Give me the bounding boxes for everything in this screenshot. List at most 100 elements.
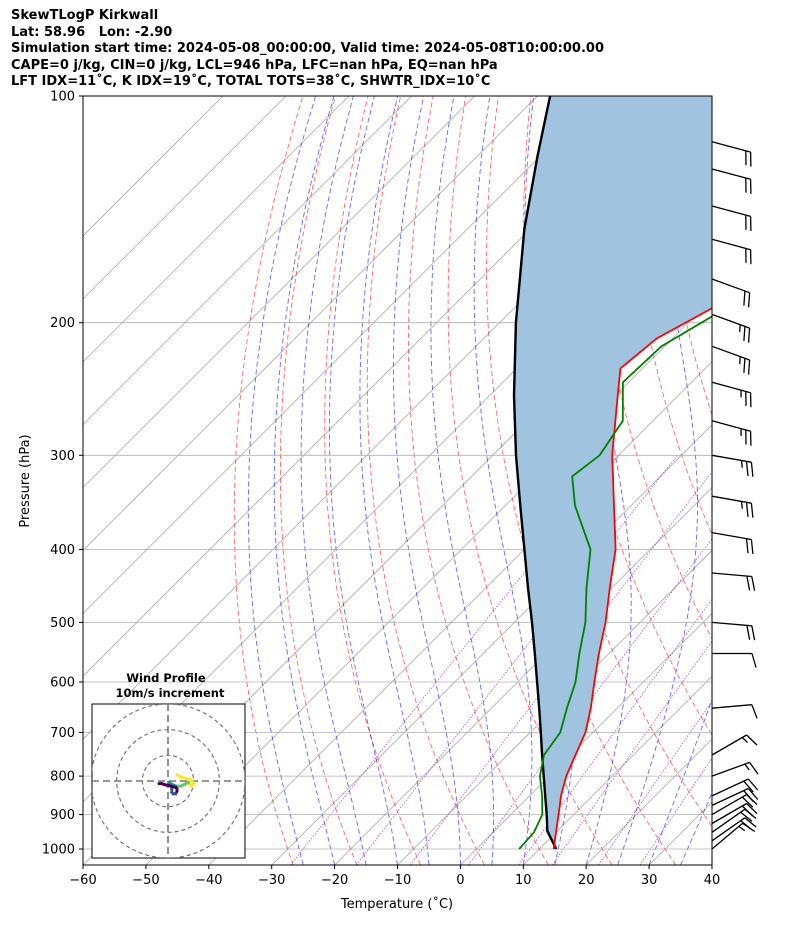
- wind-barb: [711, 787, 759, 806]
- wind-barb: [711, 205, 752, 232]
- mixing-ratio-line: [468, 538, 712, 865]
- isotherm-line: [83, 96, 538, 552]
- barb-flag: [747, 292, 751, 308]
- barb-staff: [711, 141, 751, 153]
- barb-staff: [711, 205, 751, 218]
- moist-adiabat-line: [359, 96, 430, 865]
- wind-barb: [711, 817, 757, 842]
- wind-barb: [711, 761, 759, 777]
- profile-series: [512, 96, 712, 850]
- dry-adiabat-line: [407, 96, 549, 865]
- moist-adiabat-line: [711, 863, 712, 865]
- x-tick-label: −30: [258, 873, 285, 888]
- barb-staff: [711, 621, 752, 627]
- wind-barbs: [711, 141, 759, 850]
- barb-flag: [746, 575, 751, 591]
- parcel-area-fill: [514, 96, 712, 849]
- isotherm-line: [460, 612, 712, 865]
- barb-flag: [743, 326, 746, 341]
- x-axis-label: Temperature (˚C): [340, 896, 453, 912]
- mixing-ratio-line: [410, 471, 712, 865]
- wind-profile-inset: Wind Profile 10m/s increment: [91, 671, 246, 859]
- barb-staff: [711, 808, 746, 833]
- barb-half-flag: [741, 737, 748, 743]
- isotherm-line: [523, 675, 712, 865]
- wind-barb: [711, 345, 751, 375]
- mixing-ratio-line: [518, 598, 712, 865]
- dry-adiabat-line: [759, 96, 794, 865]
- wind-barb: [711, 141, 752, 167]
- barb-flag: [747, 328, 751, 343]
- index-line: LFT IDX=11˚C, K IDX=19˚C, TOTAL TOTS=38˚…: [11, 74, 491, 89]
- barb-flag: [743, 290, 746, 306]
- moist-adiabat-line: [273, 96, 336, 865]
- y-axis-label: Pressure (hPa): [18, 434, 33, 527]
- barb-flag: [745, 502, 749, 517]
- barb-flag: [745, 538, 749, 554]
- isotherm-line: [83, 96, 287, 300]
- barb-flag: [741, 796, 754, 808]
- wind-barb: [711, 420, 752, 446]
- isotherm-line: [83, 96, 475, 489]
- wind-barb: [711, 704, 758, 719]
- isotherm-line: [271, 424, 712, 865]
- barb-flag: [749, 762, 759, 775]
- barb-flag: [747, 778, 759, 791]
- wind-barb: [711, 734, 758, 756]
- barb-flag: [747, 359, 751, 375]
- y-tick-label: 300: [50, 449, 75, 464]
- barb-flag: [740, 820, 753, 831]
- inset-subtitle: 10m/s increment: [116, 686, 225, 700]
- barb-staff: [711, 817, 746, 842]
- wind-barb: [711, 381, 752, 408]
- y-tick-label: 400: [50, 543, 75, 558]
- barb-flag: [750, 539, 754, 555]
- moist-adiabat-line: [392, 96, 461, 865]
- moist-adiabat-line: [617, 96, 698, 865]
- wind-barb: [711, 495, 754, 518]
- wind-barb: [711, 531, 754, 555]
- cin-area: [514, 96, 712, 849]
- wind-barb: [711, 778, 759, 797]
- barb-staff: [711, 572, 752, 578]
- x-axis-ticks: −60 −50 −40 −30 −20 −10 0 10 20 30 40: [69, 865, 720, 888]
- barb-staff: [711, 168, 751, 180]
- isotherm-line: [711, 864, 712, 865]
- dry-adiabat-line: [660, 96, 712, 417]
- x-tick-label: 30: [641, 873, 658, 888]
- moist-adiabat-line: [329, 96, 398, 865]
- barb-staff: [711, 531, 752, 541]
- wind-barb: [711, 572, 756, 591]
- mixing-ratio-line: [551, 640, 712, 865]
- barb-half-flag: [739, 324, 741, 332]
- dry-adiabat-line: [447, 96, 613, 865]
- barb-flag: [750, 503, 754, 518]
- barb-staff: [711, 381, 751, 394]
- barb-staff: [711, 787, 749, 806]
- barb-staff: [711, 313, 750, 329]
- barb-flag: [751, 576, 756, 591]
- barb-half-flag: [738, 825, 746, 832]
- x-tick-label: 10: [515, 873, 532, 888]
- barb-flag: [743, 780, 754, 793]
- time-line: Simulation start time: 2024-05-08_00:00:…: [11, 41, 604, 56]
- barb-flag: [740, 811, 753, 822]
- barb-staff: [711, 238, 751, 251]
- isotherm-line: [83, 96, 224, 237]
- wind-barb: [711, 278, 751, 308]
- y-tick-label: 900: [50, 808, 75, 823]
- barb-flag: [743, 358, 746, 373]
- y-tick-label: 800: [50, 770, 75, 785]
- y-axis-ticks: 100 200 300 400 500 600 700 800 900 1000: [42, 90, 83, 858]
- moist-adiabat-line: [430, 96, 495, 865]
- barb-half-flag: [739, 356, 741, 364]
- dry-adiabat-line: [324, 96, 422, 865]
- chart-title: SkewTLogP Kirkwall: [11, 8, 159, 23]
- isotherm-line: [83, 96, 601, 614]
- isotherm-line: [334, 487, 712, 865]
- y-tick-label: 1000: [42, 843, 75, 858]
- barb-staff: [711, 345, 750, 361]
- barb-half-flag: [744, 763, 750, 771]
- dry-adiabat-line: [593, 96, 712, 640]
